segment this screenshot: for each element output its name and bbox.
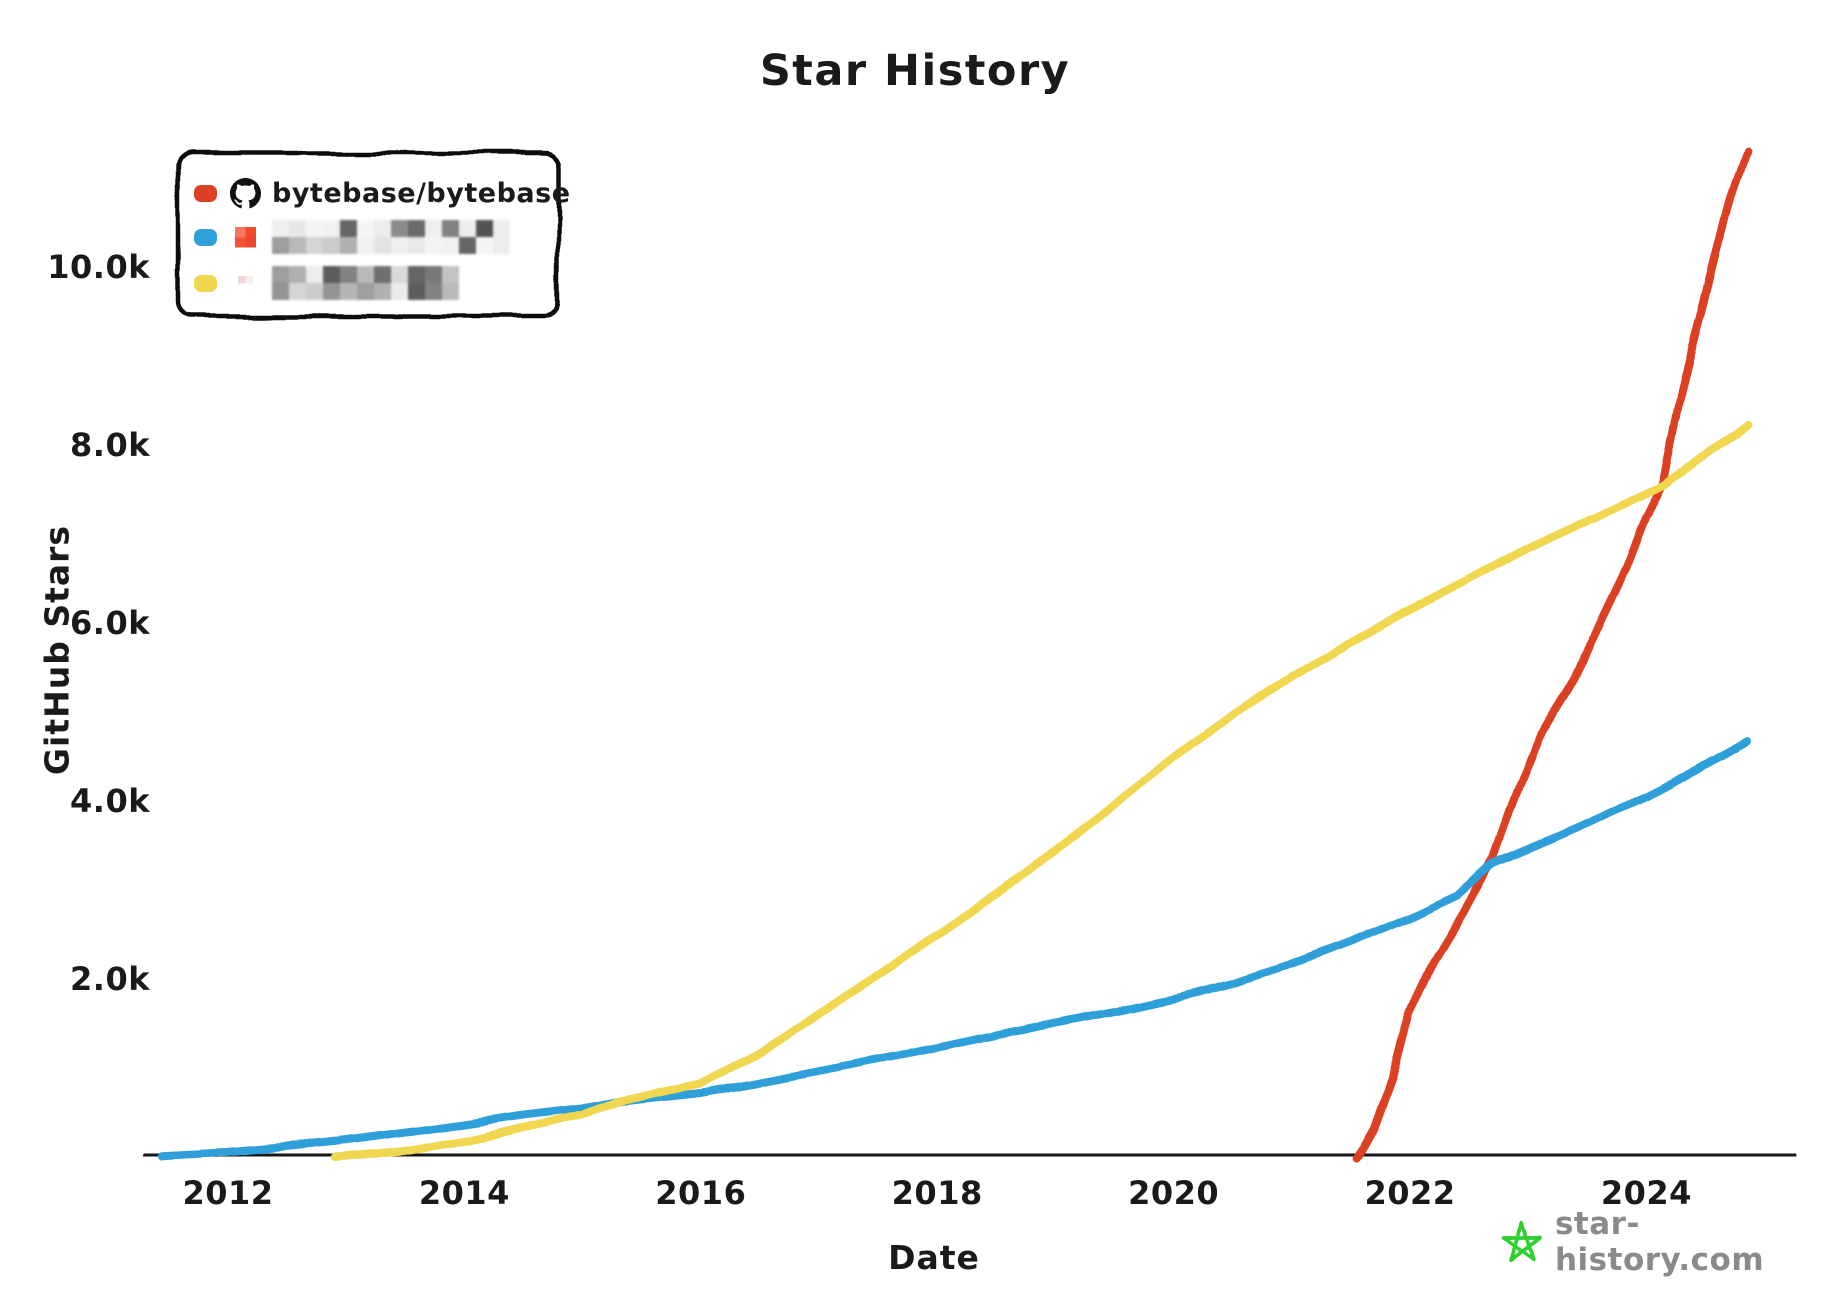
y-tick-4.0k: 4.0k [70,782,150,820]
y-tick-10.0k: 10.0k [47,248,150,286]
x-tick-2020: 2020 [1128,1174,1220,1212]
avatar-icon [230,268,261,299]
legend-swatch-yellow [194,274,217,292]
legend-swatch-red [194,184,217,202]
watermark-text: star-history.com [1554,1206,1765,1278]
legend-swatch-blue [194,228,217,246]
legend-row-bytebase: bytebase/bytebase [194,174,571,212]
watermark: star-history.com [1498,1206,1832,1278]
x-tick-2022: 2022 [1364,1174,1456,1212]
y-tick-6.0k: 6.0k [70,604,150,642]
y-axis-title: GitHub Stars [37,524,77,776]
x-tick-2018: 2018 [891,1174,983,1212]
x-axis-line [143,1149,1797,1161]
github-icon [230,177,261,209]
series-line-bytebase-bytebase [1352,145,1751,1162]
x-tick-2014: 2014 [418,1174,510,1212]
redacted-repo-name [272,266,459,300]
x-tick-2024: 2024 [1600,1174,1692,1212]
legend: bytebase/bytebase [178,153,570,316]
x-tick-2016: 2016 [655,1174,747,1212]
avatar-icon [230,222,261,253]
legend-row-redacted-2 [194,264,459,302]
x-tick-2012: 2012 [182,1174,274,1212]
legend-row-redacted-1 [194,218,510,256]
series-line-redacted-2 [330,421,1751,1162]
legend-label-bytebase: bytebase/bytebase [272,177,571,209]
y-tick-8.0k: 8.0k [70,426,150,464]
y-tick-2.0k: 2.0k [70,960,150,998]
series-line-redacted-1 [159,737,1751,1161]
star-icon [1502,1220,1543,1261]
chart-title: Star History [759,46,1071,96]
redacted-repo-name [272,220,510,254]
x-axis-title: Date [888,1238,980,1277]
